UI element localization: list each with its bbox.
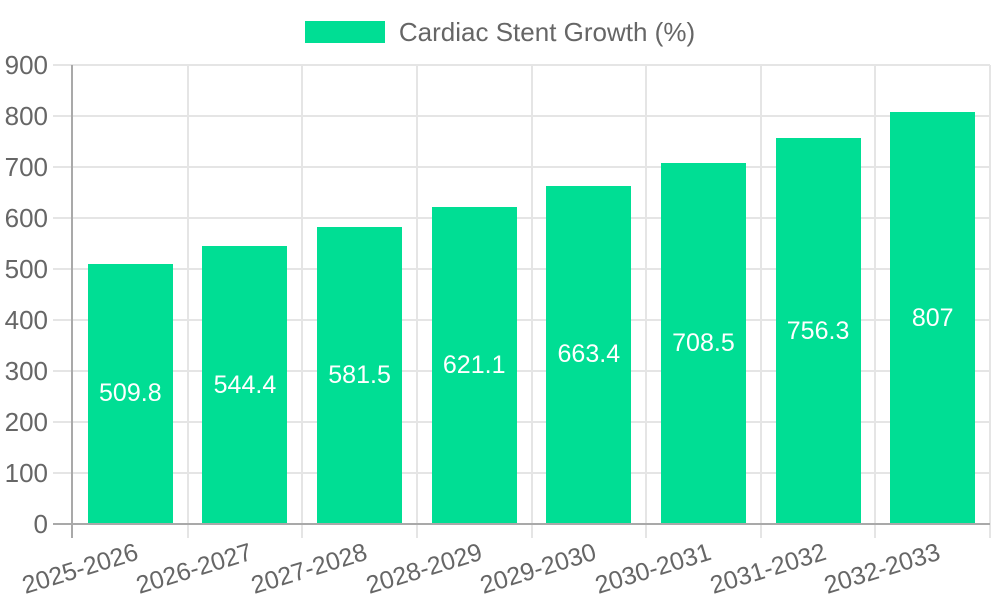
y-gridline [53, 472, 990, 474]
y-gridline [53, 217, 990, 219]
y-axis-tick-label: 300 [4, 356, 48, 386]
y-gridline [53, 421, 990, 423]
bar-2031-2032[interactable]: 756.3 [775, 138, 861, 523]
x-gridline [186, 65, 189, 538]
bar-value-label: 581.5 [328, 361, 391, 390]
y-axis-tick-label: 400 [4, 305, 48, 335]
x-axis-tick-label: 2026-2027 [133, 538, 256, 600]
y-gridline [53, 268, 990, 270]
legend-label: Cardiac Stent Growth (%) [398, 17, 696, 47]
x-gridline [301, 65, 304, 538]
x-gridline [759, 65, 762, 538]
x-axis-tick-label: 2032-2033 [821, 538, 944, 600]
y-gridline [53, 370, 990, 372]
legend-swatch-icon [304, 21, 385, 43]
bar-2029-2030[interactable]: 663.4 [546, 185, 632, 523]
bar-value-label: 621.1 [442, 351, 506, 380]
x-axis-tick-label: 2028-2029 [362, 538, 486, 600]
bar-value-label: 663.4 [557, 340, 621, 369]
y-axis-tick-label: 600 [4, 203, 48, 233]
y-axis-tick-label: 900 [4, 50, 48, 80]
bar-value-label: 509.8 [99, 379, 162, 408]
x-gridline [530, 65, 533, 538]
x-gridline [989, 65, 991, 538]
y-axis-tick-label: 800 [4, 101, 48, 131]
bar-value-label: 544.4 [213, 370, 277, 399]
y-axis-tick-label: 100 [4, 458, 48, 488]
bar-value-label: 807 [911, 303, 954, 332]
bar-value-label: 756.3 [786, 316, 850, 345]
y-axis-tick-label: 0 [33, 509, 48, 539]
x-gridline [874, 65, 877, 538]
x-axis-tick-label: 2030-2031 [591, 538, 715, 600]
bar-2025-2026[interactable]: 509.8 [87, 264, 173, 523]
y-axis-line [71, 65, 73, 538]
x-axis-tick-label: 2025-2026 [18, 538, 142, 600]
y-axis-tick-label: 500 [4, 254, 48, 284]
y-axis-tick-label: 700 [4, 152, 48, 182]
x-gridline [645, 65, 648, 538]
bar-value-label: 708.5 [672, 328, 735, 357]
legend: Cardiac Stent Growth (%) [0, 18, 1000, 46]
y-gridline [53, 64, 990, 66]
bar-2028-2029[interactable]: 621.1 [431, 207, 517, 523]
y-axis-tick-label: 200 [4, 407, 48, 437]
x-axis-tick-label: 2027-2028 [247, 538, 371, 600]
bar-2030-2031[interactable]: 708.5 [660, 162, 746, 523]
legend-item[interactable]: Cardiac Stent Growth (%) [304, 17, 696, 47]
x-axis-tick-label: 2031-2032 [706, 538, 829, 600]
bar-2026-2027[interactable]: 544.4 [202, 246, 288, 523]
bar-2032-2033[interactable]: 807 [890, 112, 976, 523]
x-axis-tick-label: 2029-2030 [477, 538, 600, 600]
y-gridline [53, 319, 990, 321]
x-axis-line [53, 523, 990, 525]
x-gridline [415, 65, 418, 538]
y-gridline [53, 166, 990, 168]
y-gridline [53, 115, 990, 117]
bar-2027-2028[interactable]: 581.5 [317, 227, 403, 523]
